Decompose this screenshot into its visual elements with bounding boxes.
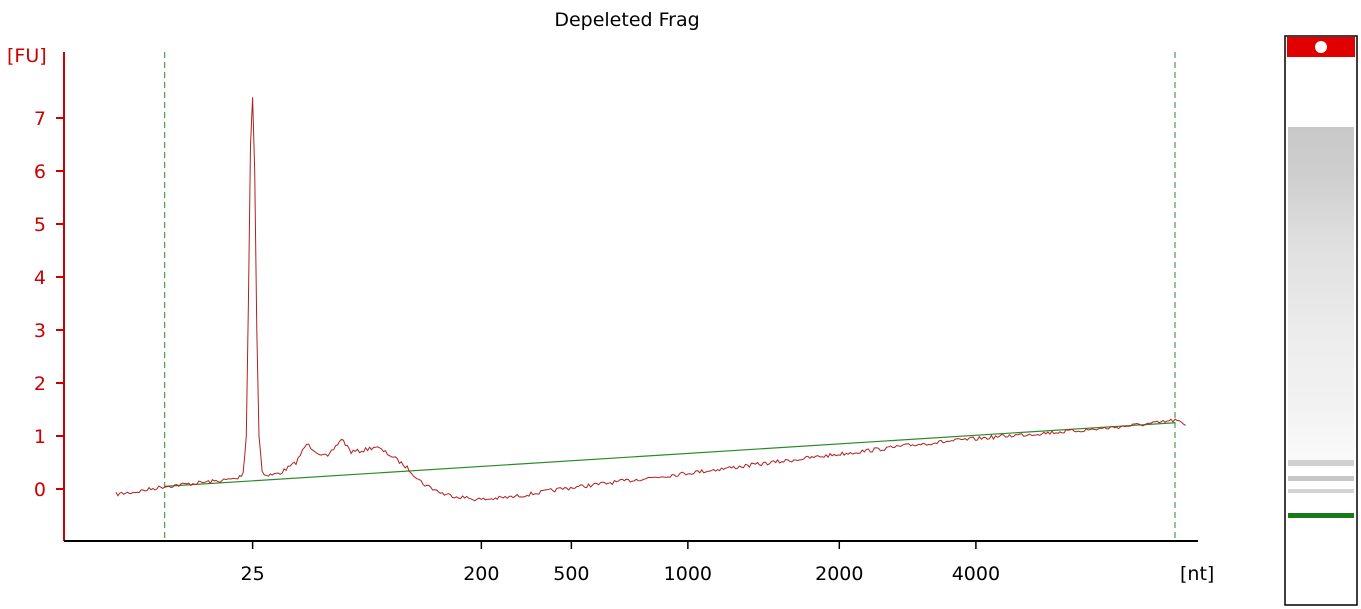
x-tick-label: 1000 <box>664 563 712 585</box>
baseline-line <box>164 422 1176 487</box>
axes: 0 1 2 3 4 5 6 7 25 200 500 1000 2000 4000 <box>34 52 1198 585</box>
electropherogram-trace <box>115 97 1186 502</box>
y-axis-unit-label: [FU] <box>7 45 47 67</box>
x-tick-label: 2000 <box>815 563 863 585</box>
y-tick-label: 4 <box>34 267 46 289</box>
x-tick-label: 4000 <box>952 563 1000 585</box>
y-tick-label: 3 <box>34 320 46 342</box>
y-tick-label: 0 <box>34 479 46 501</box>
y-tick-label: 2 <box>34 373 46 395</box>
gel-lane-image <box>1284 35 1358 606</box>
y-tick-label: 6 <box>34 161 46 183</box>
series <box>115 97 1186 502</box>
x-tick-label: 200 <box>463 563 499 585</box>
x-axis-unit-label: [nt] <box>1180 563 1214 585</box>
y-tick-label: 5 <box>34 214 46 236</box>
gel-band-1 <box>1288 460 1354 466</box>
gel-smear <box>1288 127 1354 467</box>
chart-title: Depeleted Frag <box>554 9 699 31</box>
gel-well-icon <box>1315 41 1327 53</box>
y-tick-label: 7 <box>34 108 46 130</box>
marker-lines <box>164 52 1176 541</box>
gel-band-2 <box>1288 476 1354 481</box>
y-tick-label: 1 <box>34 426 46 448</box>
gel-lower-marker-band <box>1288 513 1354 518</box>
x-tick-label: 25 <box>241 563 265 585</box>
x-tick-label: 500 <box>553 563 589 585</box>
gel-band-3 <box>1288 489 1354 493</box>
